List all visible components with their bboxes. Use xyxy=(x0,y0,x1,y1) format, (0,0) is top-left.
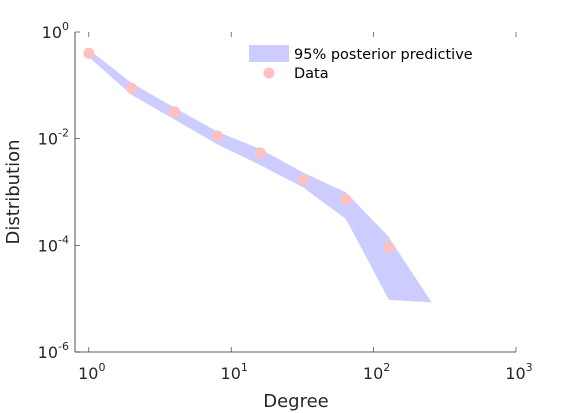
legend-data-marker xyxy=(263,67,275,79)
y-tick-label: 100 xyxy=(42,20,69,42)
ticks-layer: 100 101 102 103 10-6 10-4 10-2 100 xyxy=(38,20,533,383)
band-layer xyxy=(88,49,432,303)
data-point xyxy=(340,194,352,206)
x-tick-label: 101 xyxy=(221,361,248,383)
data-point xyxy=(83,47,95,59)
x-tick-label: 100 xyxy=(78,361,105,383)
posterior-predictive-band xyxy=(88,49,432,303)
data-point xyxy=(383,241,395,253)
y-axis-label: Distribution xyxy=(3,139,24,244)
x-tick-label: 102 xyxy=(363,361,390,383)
data-point xyxy=(211,130,223,142)
y-tick-label: 10-2 xyxy=(38,127,69,149)
axes-layer xyxy=(74,32,516,353)
points-layer xyxy=(83,47,395,253)
data-point xyxy=(254,147,266,159)
legend: 95% posterior predictive Data xyxy=(249,45,473,82)
legend-data-label: Data xyxy=(294,66,329,82)
legend-band-swatch xyxy=(249,45,289,62)
legend-band-label: 95% posterior predictive xyxy=(294,47,473,63)
x-tick-label: 103 xyxy=(505,361,532,383)
y-tick-label: 10-6 xyxy=(38,340,69,362)
x-axis-label: Degree xyxy=(263,391,329,412)
data-point xyxy=(297,174,309,186)
y-tick-label: 10-4 xyxy=(38,233,69,255)
data-point xyxy=(126,82,138,94)
data-point xyxy=(169,106,180,118)
